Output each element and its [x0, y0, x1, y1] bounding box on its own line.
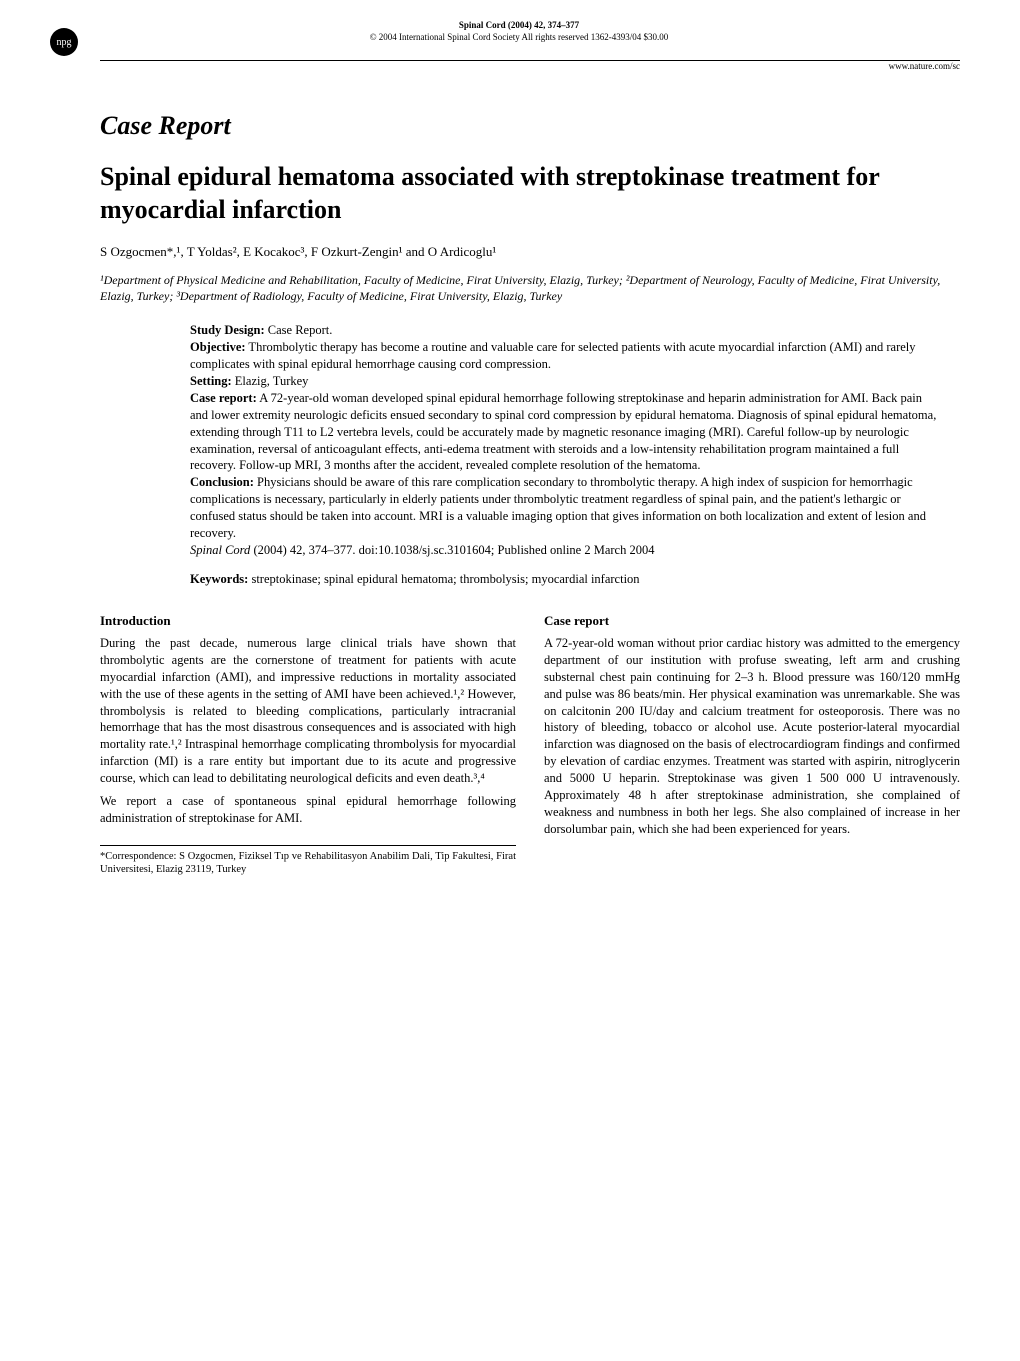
- article-title: Spinal epidural hematoma associated with…: [100, 161, 960, 226]
- case-report-text: A 72-year-old woman developed spinal epi…: [190, 391, 936, 473]
- abstract-study-design: Study Design: Case Report.: [190, 322, 940, 339]
- intro-paragraph-1: During the past decade, numerous large c…: [100, 635, 516, 787]
- keywords-line: Keywords: streptokinase; spinal epidural…: [190, 571, 940, 588]
- abstract-conclusion: Conclusion: Physicians should be aware o…: [190, 474, 940, 542]
- right-column: Case report A 72-year-old woman without …: [544, 612, 960, 877]
- journal-url: www.nature.com/sc: [100, 61, 960, 71]
- case-report-label: Case Report: [100, 111, 960, 141]
- objective-text: Thrombolytic therapy has become a routin…: [190, 340, 916, 371]
- citation-rest: (2004) 42, 374–377. doi:10.1038/sj.sc.31…: [250, 543, 654, 557]
- footnote-rule: [100, 845, 516, 846]
- intro-paragraph-2: We report a case of spontaneous spinal e…: [100, 793, 516, 827]
- objective-label: Objective:: [190, 340, 246, 354]
- keywords-text: streptokinase; spinal epidural hematoma;…: [248, 572, 639, 586]
- citation-journal: Spinal Cord: [190, 543, 250, 557]
- case-report-heading: Case report: [544, 612, 960, 630]
- case-paragraph-1: A 72-year-old woman without prior cardia…: [544, 635, 960, 838]
- affiliations: ¹Department of Physical Medicine and Reh…: [100, 272, 960, 304]
- abstract-setting: Setting: Elazig, Turkey: [190, 373, 940, 390]
- authors-line: S Ozgocmen*,¹, T Yoldas², E Kocakoc³, F …: [100, 244, 960, 260]
- journal-header: Spinal Cord (2004) 42, 374–377 © 2004 In…: [78, 20, 960, 43]
- abstract-case-report: Case report: A 72-year-old woman develop…: [190, 390, 940, 474]
- conclusion-text: Physicians should be aware of this rare …: [190, 475, 926, 540]
- journal-header-row: npg Spinal Cord (2004) 42, 374–377 © 200…: [100, 20, 960, 56]
- copyright-line: © 2004 International Spinal Cord Society…: [78, 32, 960, 44]
- study-design-text: Case Report.: [265, 323, 333, 337]
- npg-logo: npg: [50, 28, 78, 56]
- setting-label: Setting:: [190, 374, 232, 388]
- body-columns: Introduction During the past decade, num…: [100, 612, 960, 877]
- study-design-label: Study Design:: [190, 323, 265, 337]
- keywords-label: Keywords:: [190, 572, 248, 586]
- correspondence-footnote: *Correspondence: S Ozgocmen, Fiziksel Tı…: [100, 850, 516, 877]
- citation-line: Spinal Cord (2004) 42, 374–377. doi:10.1…: [190, 542, 940, 559]
- introduction-heading: Introduction: [100, 612, 516, 630]
- case-report-label-ab: Case report:: [190, 391, 257, 405]
- abstract-block: Study Design: Case Report. Objective: Th…: [190, 322, 940, 587]
- setting-text: Elazig, Turkey: [232, 374, 309, 388]
- abstract-objective: Objective: Thrombolytic therapy has beco…: [190, 339, 940, 373]
- journal-line: Spinal Cord (2004) 42, 374–377: [78, 20, 960, 32]
- conclusion-label: Conclusion:: [190, 475, 254, 489]
- left-column: Introduction During the past decade, num…: [100, 612, 516, 877]
